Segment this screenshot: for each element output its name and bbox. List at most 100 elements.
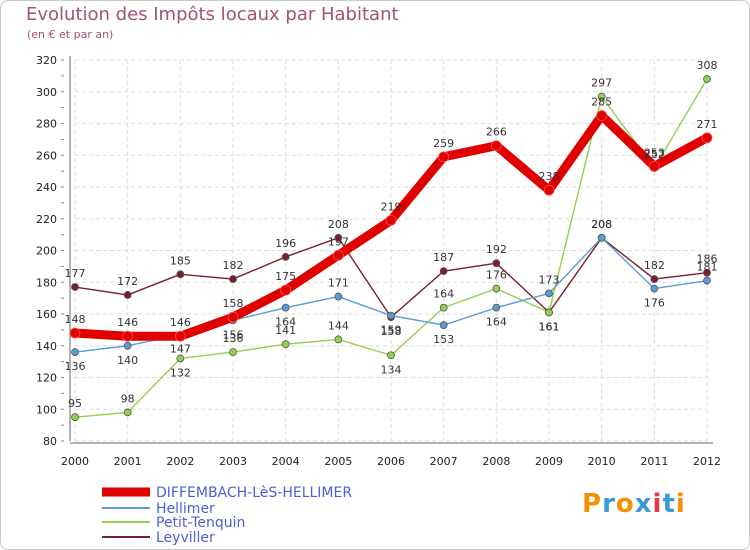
y-tick-label: 180 bbox=[36, 276, 57, 289]
data-point bbox=[492, 303, 501, 312]
data-label: 153 bbox=[433, 333, 454, 346]
series-line-0 bbox=[70, 111, 712, 341]
data-point bbox=[174, 330, 186, 342]
data-point bbox=[280, 284, 292, 296]
data-point bbox=[385, 214, 397, 226]
data-label: 141 bbox=[275, 324, 296, 337]
data-label: 181 bbox=[697, 261, 718, 274]
x-tick-label: 2008 bbox=[482, 455, 510, 468]
data-point bbox=[701, 132, 713, 144]
data-label: 146 bbox=[117, 316, 138, 329]
data-point bbox=[69, 327, 81, 339]
y-tick-label: 280 bbox=[36, 118, 57, 131]
x-tick-label: 2000 bbox=[61, 455, 89, 468]
x-tick-label: 2007 bbox=[430, 455, 458, 468]
data-point bbox=[71, 283, 79, 291]
data-point bbox=[281, 252, 290, 261]
data-point bbox=[176, 270, 185, 279]
data-label: 161 bbox=[539, 320, 560, 333]
data-label: 182 bbox=[223, 259, 244, 272]
data-label: 187 bbox=[433, 251, 454, 264]
data-point bbox=[227, 311, 239, 323]
data-label: 208 bbox=[591, 218, 612, 231]
data-label: 175 bbox=[275, 270, 296, 283]
data-label: 271 bbox=[697, 118, 718, 131]
data-point bbox=[71, 413, 79, 422]
legend: DIFFEMBACH-LèS-HELLIMERHellimerPetit-Ten… bbox=[102, 485, 352, 546]
data-label: 147 bbox=[170, 343, 191, 356]
data-label: 164 bbox=[486, 316, 507, 329]
y-tick-label: 200 bbox=[36, 245, 57, 258]
data-label: 177 bbox=[65, 267, 86, 280]
y-tick-label: 120 bbox=[36, 372, 57, 385]
data-label: 176 bbox=[486, 269, 507, 282]
logo-letter: t bbox=[662, 489, 676, 519]
data-label: 132 bbox=[170, 366, 191, 379]
x-tick-label: 2002 bbox=[166, 455, 194, 468]
data-label: 171 bbox=[328, 277, 349, 290]
chart-title: Evolution des Impôts locaux par Habitant bbox=[26, 4, 399, 25]
data-point bbox=[543, 184, 555, 196]
data-label: 186 bbox=[697, 253, 718, 266]
data-point bbox=[439, 267, 448, 276]
chart-subtitle: (en € et par an) bbox=[27, 28, 114, 41]
data-label: 156 bbox=[223, 328, 244, 341]
data-label: 266 bbox=[486, 126, 507, 139]
data-label: 144 bbox=[328, 319, 349, 332]
y-tick-label: 80 bbox=[43, 435, 57, 448]
data-label: 172 bbox=[117, 275, 138, 288]
data-label: 285 bbox=[591, 96, 612, 109]
data-point bbox=[439, 303, 448, 312]
data-point bbox=[703, 75, 711, 83]
data-label: 173 bbox=[539, 273, 560, 286]
data-label: 136 bbox=[223, 332, 244, 345]
y-tick-label: 160 bbox=[36, 308, 57, 321]
data-label: 164 bbox=[275, 316, 296, 329]
data-labels: 148 146 146 158 175 197 219 259 266 238 285 253 271 1… bbox=[65, 59, 718, 410]
data-point bbox=[71, 348, 79, 357]
legend-label: Hellimer bbox=[156, 501, 215, 517]
y-tick-label: 220 bbox=[36, 213, 57, 226]
data-label: 182 bbox=[644, 259, 665, 272]
data-label: 159 bbox=[381, 324, 402, 337]
data-point bbox=[334, 292, 343, 301]
x-tick-label: 2001 bbox=[114, 455, 142, 468]
data-label: 176 bbox=[644, 297, 665, 310]
data-label: 297 bbox=[591, 77, 612, 90]
data-label: 148 bbox=[65, 313, 86, 326]
data-point bbox=[648, 160, 660, 172]
data-label: 197 bbox=[328, 235, 349, 248]
data-point bbox=[334, 233, 343, 242]
y-tick-label: 140 bbox=[36, 340, 57, 353]
y-tick-label: 300 bbox=[36, 86, 57, 99]
data-point bbox=[650, 284, 659, 293]
data-label: 140 bbox=[117, 354, 138, 367]
data-point bbox=[387, 311, 395, 320]
data-label: 208 bbox=[328, 218, 349, 231]
data-label: 136 bbox=[65, 360, 86, 373]
data-point bbox=[439, 321, 448, 330]
legend-label: DIFFEMBACH-LèS-HELLIMER bbox=[156, 485, 352, 501]
data-point bbox=[281, 303, 290, 312]
legend-label: Leyviller bbox=[156, 530, 215, 546]
x-tick-label: 2011 bbox=[640, 455, 668, 468]
data-point bbox=[122, 330, 134, 342]
x-tick-label: 2010 bbox=[588, 455, 616, 468]
data-label: 164 bbox=[433, 288, 454, 301]
data-label: 238 bbox=[539, 170, 560, 183]
y-tick-label: 240 bbox=[36, 181, 57, 194]
data-point bbox=[123, 291, 132, 299]
axes: 80 100 120 140 160 180 200 220 240 260 280 300 320 20… bbox=[36, 54, 721, 468]
data-label: 146 bbox=[170, 316, 191, 329]
data-point bbox=[703, 276, 711, 285]
data-point bbox=[229, 275, 237, 283]
x-tick-label: 2009 bbox=[535, 455, 563, 468]
x-tick-label: 2006 bbox=[377, 455, 405, 468]
data-label: 252 bbox=[644, 148, 665, 161]
data-point bbox=[597, 233, 606, 242]
data-label: 98 bbox=[121, 392, 135, 405]
data-point bbox=[332, 249, 344, 261]
proxiti-logo: Proxiti bbox=[582, 489, 686, 519]
data-label: 253 bbox=[644, 146, 665, 159]
